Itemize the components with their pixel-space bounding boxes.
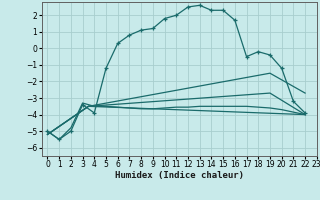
- X-axis label: Humidex (Indice chaleur): Humidex (Indice chaleur): [115, 171, 244, 180]
